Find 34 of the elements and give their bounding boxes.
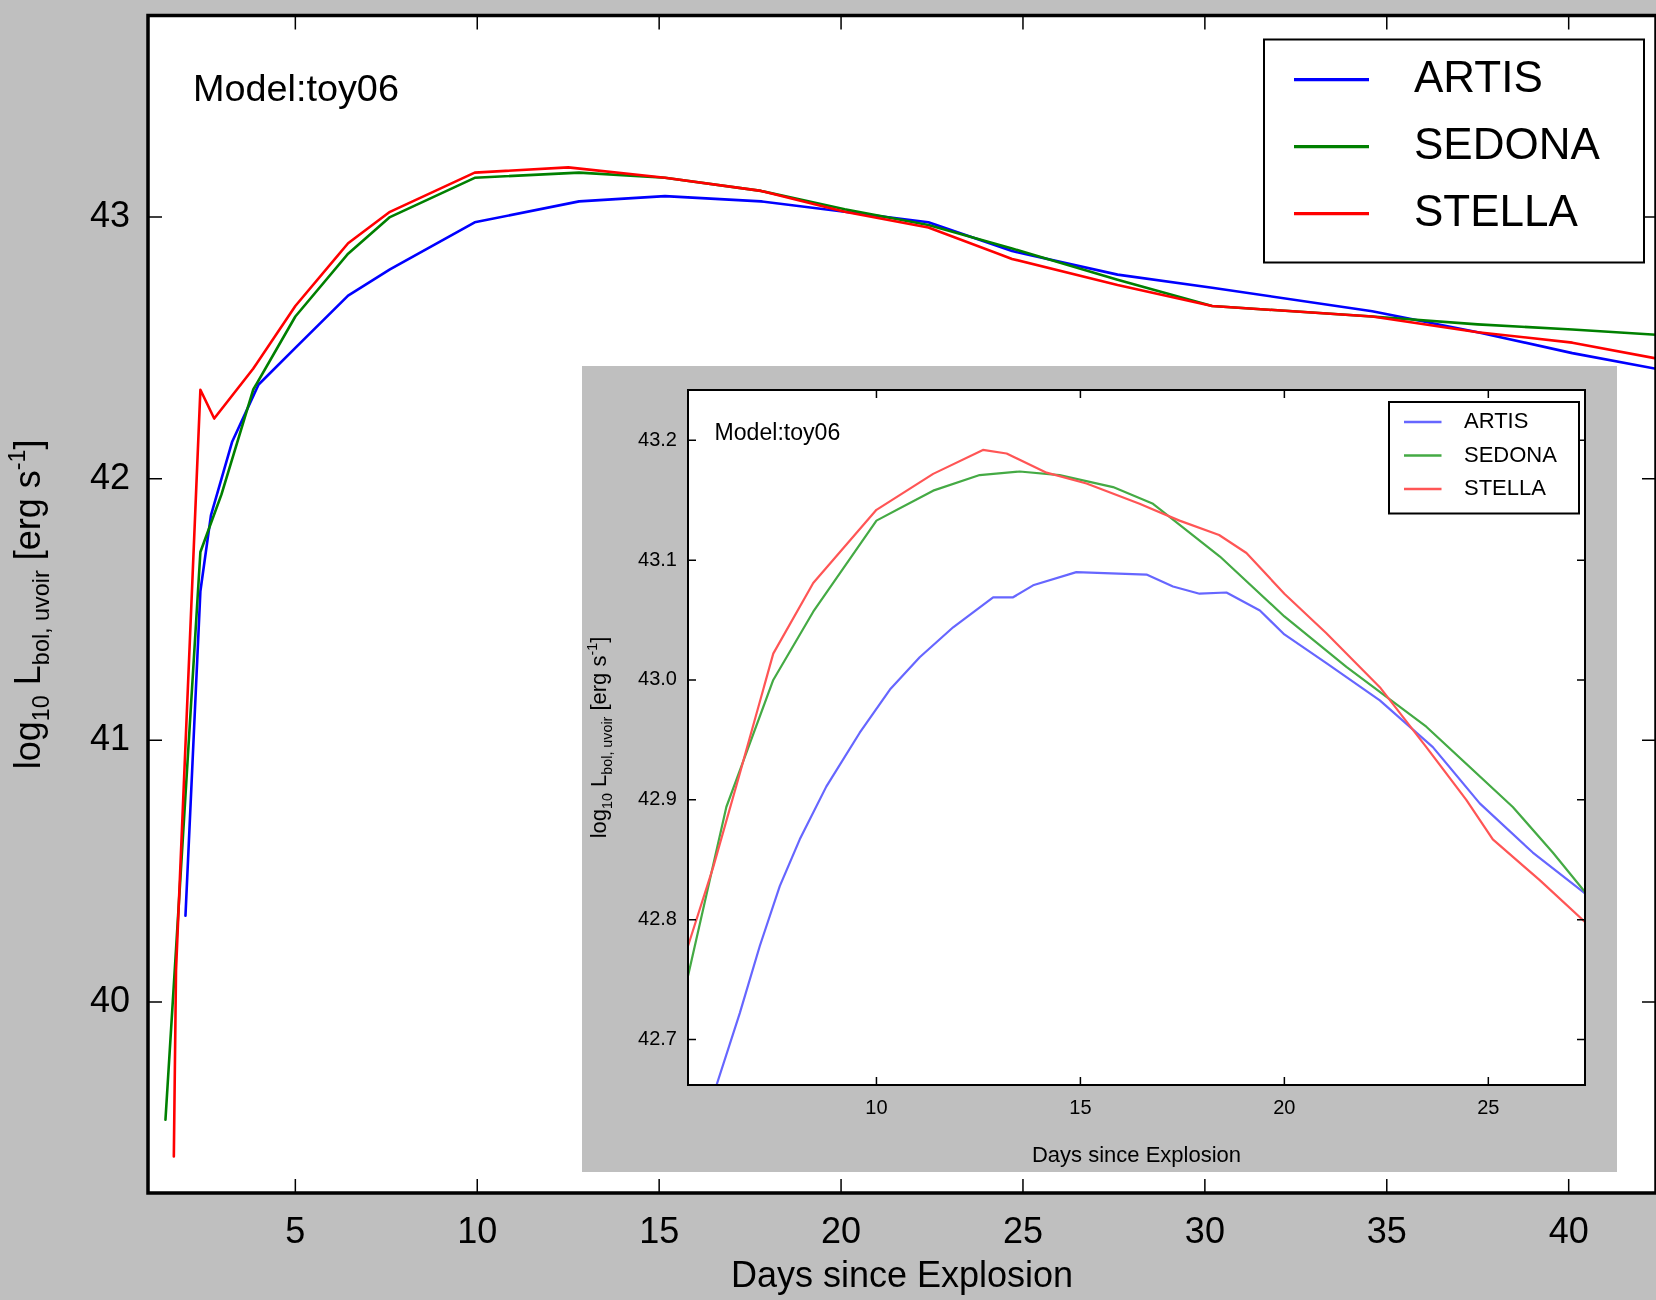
legend-label: ARTIS <box>1414 51 1543 101</box>
y-axis-title: log10 Lbol, uvoir [erg s-1] <box>4 439 54 770</box>
x-tick-label: 15 <box>1069 1095 1092 1118</box>
legend-label: STELLA <box>1464 475 1547 501</box>
y-tick-label: 43.1 <box>638 547 677 570</box>
x-tick-label: 25 <box>1002 1209 1043 1251</box>
x-tick-label: 10 <box>865 1095 888 1118</box>
x-axis-title: Days since Explosion <box>1031 1141 1242 1167</box>
y-tick-label: 42 <box>89 455 130 497</box>
x-tick-label: 15 <box>639 1209 680 1251</box>
y-tick-label: 42.8 <box>638 907 677 930</box>
x-tick-label: 40 <box>1548 1209 1589 1251</box>
legend-label: SEDONA <box>1464 441 1558 467</box>
y-tick-label: 40 <box>89 978 130 1020</box>
x-tick-label: 25 <box>1477 1095 1500 1118</box>
y-tick-label: 41 <box>89 717 130 759</box>
x-tick-label: 20 <box>1273 1095 1296 1118</box>
x-tick-label: 35 <box>1366 1209 1407 1251</box>
annotation: Model:toy06 <box>193 67 399 110</box>
y-tick-label: 42.9 <box>638 787 677 810</box>
legend-label: SEDONA <box>1414 118 1601 168</box>
x-tick-label: 30 <box>1184 1209 1225 1251</box>
legend-label: ARTIS <box>1464 408 1529 434</box>
x-axis-title: Days since Explosion <box>730 1254 1074 1296</box>
annotation: Model:toy06 <box>714 418 841 445</box>
x-tick-label: 10 <box>457 1209 498 1251</box>
y-tick-label: 43.2 <box>638 427 677 450</box>
y-tick-label: 43.0 <box>638 667 677 690</box>
legend-label: STELLA <box>1414 185 1579 235</box>
x-tick-label: 5 <box>285 1209 306 1251</box>
y-tick-label: 42.7 <box>638 1026 677 1049</box>
x-tick-label: 20 <box>821 1209 862 1251</box>
y-tick-label: 43 <box>89 193 130 235</box>
y-axis-title: log10 Lbol, uvoir [erg s-1] <box>584 636 615 839</box>
